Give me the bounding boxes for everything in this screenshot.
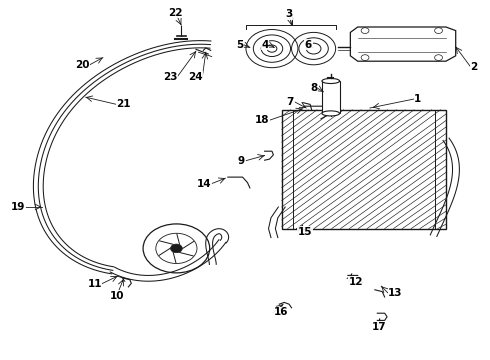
Text: 13: 13 [388,288,403,298]
Text: 18: 18 [255,115,270,125]
Text: 5: 5 [236,40,244,50]
Bar [322,81,340,113]
Text: 14: 14 [197,179,212,189]
Text: 16: 16 [273,307,288,318]
Text: 7: 7 [287,96,294,107]
Text: 3: 3 [286,9,293,19]
Text: 6: 6 [305,40,312,50]
Text: 23: 23 [163,72,177,82]
Text: 20: 20 [75,60,90,70]
Ellipse shape [322,78,340,84]
Text: 17: 17 [371,322,386,332]
Text: 15: 15 [298,227,313,237]
Text: 2: 2 [470,62,478,72]
Circle shape [171,244,182,253]
Text: 19: 19 [11,202,25,212]
Text: 21: 21 [117,99,131,109]
Text: 10: 10 [109,291,124,301]
Ellipse shape [322,111,340,116]
Text: 9: 9 [238,156,245,166]
Text: 8: 8 [310,83,318,93]
Text: 1: 1 [414,94,421,104]
Text: 24: 24 [188,72,202,82]
Text: 22: 22 [168,8,183,18]
Text: 4: 4 [261,40,269,50]
Text: 12: 12 [349,276,364,287]
Bar [282,110,446,229]
Text: 11: 11 [87,279,102,289]
